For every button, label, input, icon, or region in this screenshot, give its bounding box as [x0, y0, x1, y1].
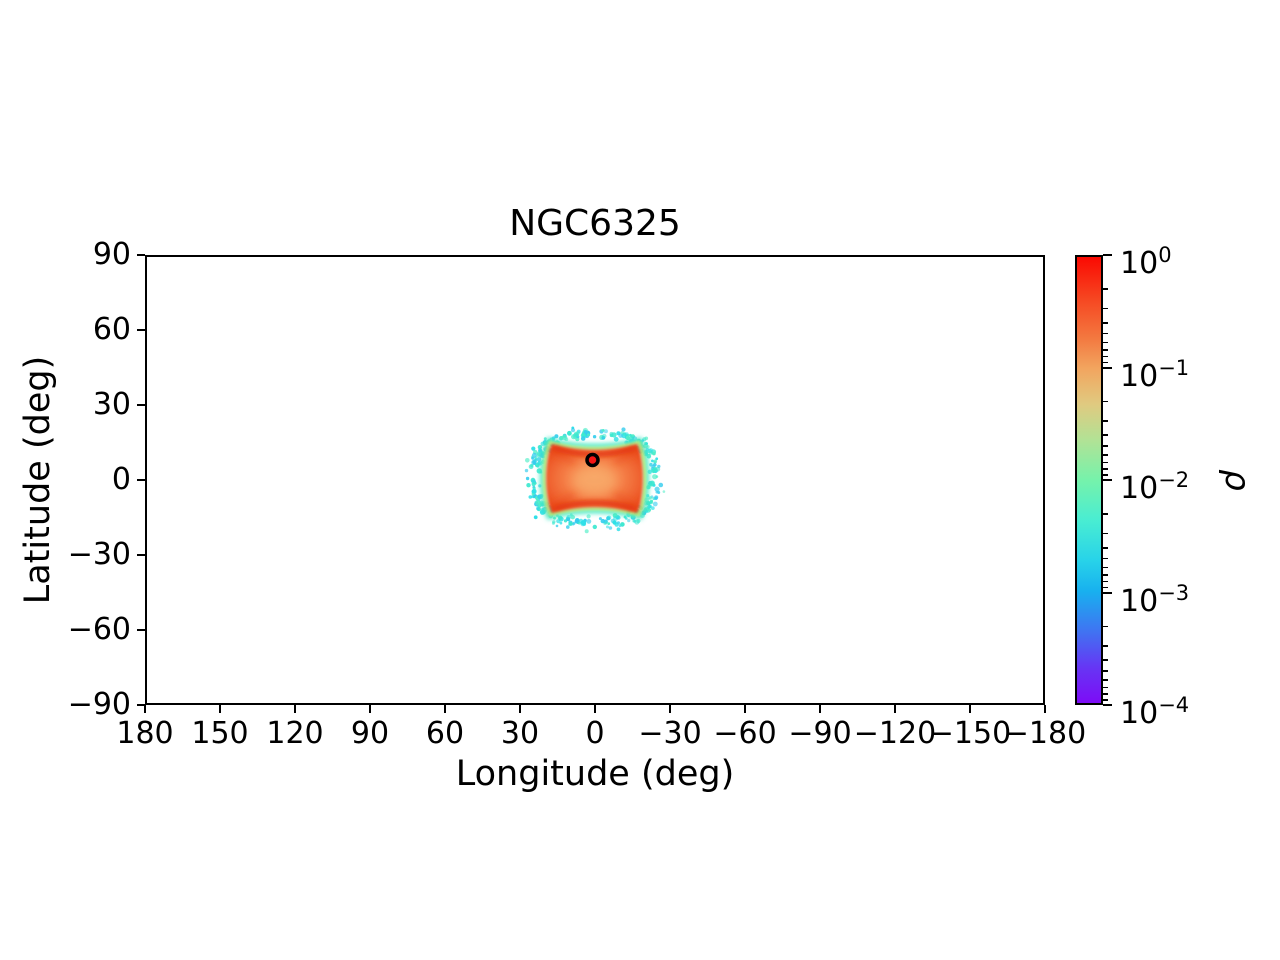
x-axis-label: Longitude (deg): [455, 754, 735, 794]
colorbar-minor-tick: [1103, 699, 1108, 701]
colorbar-minor-tick: [1103, 355, 1108, 358]
colorbar-minor-tick: [1103, 341, 1108, 344]
colorbar-tick-label: 10−2: [1120, 468, 1190, 506]
density-map: [524, 426, 666, 534]
y-tick: [137, 479, 145, 481]
colorbar-minor-tick: [1103, 332, 1108, 335]
x-tick-label: −30: [638, 716, 702, 751]
x-tick: [1044, 705, 1046, 713]
colorbar-minor-tick: [1103, 474, 1108, 476]
x-tick-label: 150: [191, 716, 249, 751]
colorbar-label: ρ: [1217, 469, 1257, 491]
colorbar-minor-tick: [1103, 566, 1108, 569]
colorbar-minor-tick: [1103, 693, 1108, 695]
colorbar-minor-tick: [1103, 574, 1108, 576]
colorbar-minor-tick: [1103, 288, 1108, 290]
colorbar-minor-tick: [1103, 659, 1108, 662]
y-axis-label: Latitude (deg): [18, 355, 58, 605]
cluster-marker: [585, 452, 600, 468]
x-tick-label: −120: [853, 716, 937, 751]
y-tick: [137, 554, 145, 556]
colorbar-minor-tick: [1103, 670, 1108, 672]
colorbar-minor-tick: [1103, 420, 1108, 422]
y-tick: [137, 404, 145, 406]
rim-inner: [542, 440, 647, 517]
x-tick-label: 90: [350, 716, 390, 751]
colorbar-minor-tick: [1103, 400, 1108, 403]
x-tick: [669, 705, 671, 713]
y-tick-label: −30: [67, 537, 131, 572]
colorbar-minor-tick: [1103, 434, 1108, 437]
colorbar-tick-exponent: −3: [1158, 580, 1190, 605]
x-tick: [819, 705, 821, 713]
colorbar-major-tick: [1103, 591, 1112, 594]
colorbar-minor-tick: [1103, 445, 1108, 447]
x-tick-label: 60: [425, 716, 465, 751]
colorbar-minor-tick: [1103, 468, 1108, 470]
colorbar-minor-tick: [1103, 307, 1108, 310]
colorbar-tick-exponent: −4: [1158, 693, 1190, 717]
colorbar-minor-tick: [1103, 532, 1108, 535]
colorbar-minor-tick: [1103, 686, 1108, 689]
colorbar-major-tick: [1103, 704, 1112, 706]
colorbar-minor-tick: [1103, 679, 1108, 681]
colorbar-major-tick: [1103, 366, 1112, 369]
x-tick: [969, 705, 971, 713]
y-tick: [137, 254, 145, 256]
y-tick-label: 30: [92, 387, 131, 422]
colorbar-tick-exponent: −2: [1158, 468, 1190, 492]
colorbar-minor-tick: [1103, 645, 1108, 647]
plot-title: NGC6325: [509, 203, 681, 244]
corner-ridges: [548, 447, 641, 510]
x-tick: [219, 705, 221, 713]
colorbar-tick-exponent: −1: [1158, 355, 1190, 380]
x-tick-label: 30: [500, 716, 540, 751]
colorbar-tick-label: 100: [1120, 243, 1172, 281]
colorbar-minor-tick: [1103, 349, 1108, 351]
x-tick-label: 0: [585, 716, 605, 751]
colorbar-minor-tick: [1103, 557, 1108, 560]
y-tick: [137, 704, 145, 706]
colorbar-minor-tick: [1103, 580, 1108, 583]
x-tick: [744, 705, 746, 713]
colorbar: [1075, 255, 1103, 705]
colorbar-tick-label: 10−3: [1120, 580, 1190, 619]
x-tick: [369, 705, 371, 713]
x-tick: [519, 705, 521, 713]
x-tick: [144, 705, 146, 713]
x-tick-label: −150: [928, 716, 1012, 751]
colorbar-minor-tick: [1103, 586, 1108, 589]
colorbar-minor-tick: [1103, 454, 1108, 456]
core-highlight: [572, 466, 617, 495]
colorbar-minor-tick: [1103, 461, 1108, 464]
y-tick-label: 90: [92, 237, 131, 272]
rim-outer: [540, 437, 649, 520]
colorbar-tick-label: 10−1: [1120, 355, 1190, 394]
y-tick: [137, 329, 145, 331]
colorbar-tick-exponent: 0: [1158, 243, 1172, 267]
x-tick-label: −90: [788, 716, 852, 751]
y-tick-label: −90: [67, 687, 131, 722]
x-tick-label: −60: [713, 716, 777, 751]
y-tick-label: 60: [92, 312, 131, 347]
x-tick: [294, 705, 296, 713]
y-tick-label: 0: [111, 462, 131, 497]
x-tick: [594, 705, 596, 713]
colorbar-minor-tick: [1103, 513, 1108, 515]
colorbar-major-tick: [1103, 254, 1112, 256]
colorbar-minor-tick: [1103, 361, 1108, 364]
x-tick-label: −180: [1003, 716, 1087, 751]
colorbar-minor-tick: [1103, 546, 1108, 549]
colorbar-major-tick: [1103, 479, 1112, 481]
x-tick: [444, 705, 446, 713]
colorbar-minor-tick: [1103, 321, 1108, 324]
y-tick-label: −60: [67, 612, 131, 647]
colorbar-minor-tick: [1103, 625, 1108, 628]
x-tick-label: 120: [266, 716, 324, 751]
x-tick-label: 180: [116, 716, 174, 751]
y-tick: [137, 629, 145, 631]
colorbar-tick-label: 10−4: [1120, 693, 1190, 731]
x-tick: [894, 705, 896, 713]
